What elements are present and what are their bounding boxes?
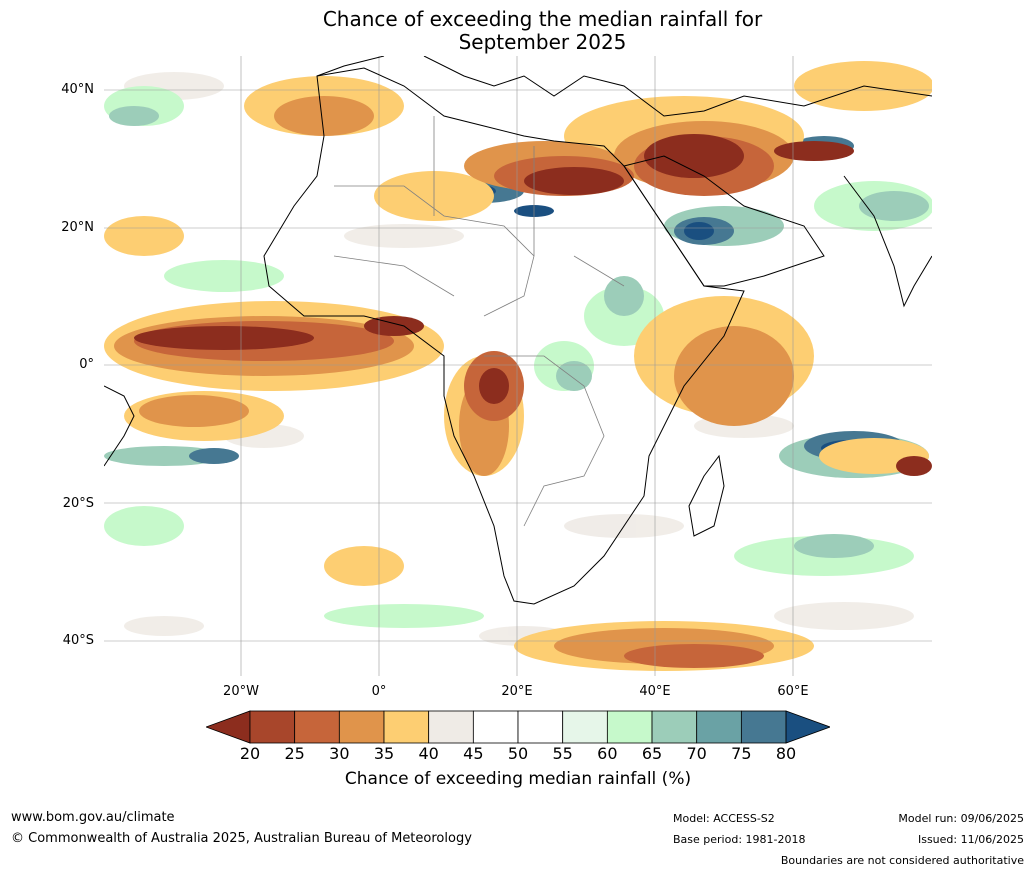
disclaimer-text: Boundaries are not considered authoritat…: [780, 854, 1024, 867]
colorbar-cell: [562, 710, 608, 744]
colorbar-cell: [517, 710, 564, 744]
lon-label-20w: 20°W: [223, 684, 259, 699]
lon-label-20e: 20°E: [501, 684, 533, 699]
lat-label-0: 0°: [79, 357, 94, 372]
colorbar-cell: [428, 710, 474, 744]
colorbar-cell: [606, 710, 653, 744]
model-text: Model: ACCESS-S2: [673, 812, 775, 825]
rainfall-map: [104, 56, 932, 676]
colorbar-arrow-low: [206, 710, 251, 744]
colorbar-cell: [740, 710, 787, 744]
colorbar-cell: [472, 710, 519, 744]
issued-text: Issued: 11/06/2025: [917, 833, 1024, 846]
model-run-text: Model run: 09/06/2025: [898, 812, 1024, 825]
colorbar-tick-label: 60: [597, 744, 618, 763]
colorbar-tick-label: 70: [686, 744, 707, 763]
lat-label-40s: 40°S: [62, 633, 94, 648]
lon-label-0: 0°: [371, 684, 387, 699]
colorbar: [206, 710, 830, 744]
lat-label-20n: 20°N: [61, 220, 94, 235]
lon-label-40e: 40°E: [639, 684, 671, 699]
colorbar-tick-label: 45: [463, 744, 484, 763]
colorbar-tick-label: 50: [507, 744, 529, 763]
lat-label-20s: 20°S: [62, 496, 94, 511]
colorbar-tick-label: 35: [373, 744, 395, 763]
colorbar-cell: [383, 710, 430, 744]
colorbar-cell: [651, 710, 698, 744]
colorbar-cell: [249, 710, 296, 744]
colorbar-label: Chance of exceeding median rainfall (%): [344, 769, 692, 789]
colorbar-tick-label: 65: [641, 744, 663, 763]
colorbar-tick-label: 20: [239, 744, 261, 763]
colorbar-cell: [338, 710, 385, 744]
colorbar-tick-label: 25: [284, 744, 305, 763]
website-link[interactable]: www.bom.gov.au/climate: [11, 810, 175, 825]
colorbar-tick-label: 30: [329, 744, 350, 763]
colorbar-cell: [696, 710, 742, 744]
map-title: Chance of exceeding the median rainfall …: [0, 8, 1035, 54]
base-period-text: Base period: 1981-2018: [673, 833, 806, 846]
copyright-text: © Commonwealth of Australia 2025, Austra…: [11, 831, 472, 846]
colorbar-tick-label: 80: [775, 744, 797, 763]
lat-label-40n: 40°N: [61, 82, 94, 97]
colorbar-cell: [294, 710, 340, 744]
colorbar-tick-label: 75: [731, 744, 752, 763]
colorbar-tick-label: 55: [552, 744, 573, 763]
title-line-1: Chance of exceeding the median rainfall …: [322, 7, 763, 31]
colorbar-tick-label: 40: [418, 744, 439, 763]
map-canvas: [104, 56, 932, 676]
colorbar-arrow-high: [785, 710, 830, 744]
lon-label-60e: 60°E: [777, 684, 809, 699]
title-line-2: September 2025: [458, 30, 627, 54]
